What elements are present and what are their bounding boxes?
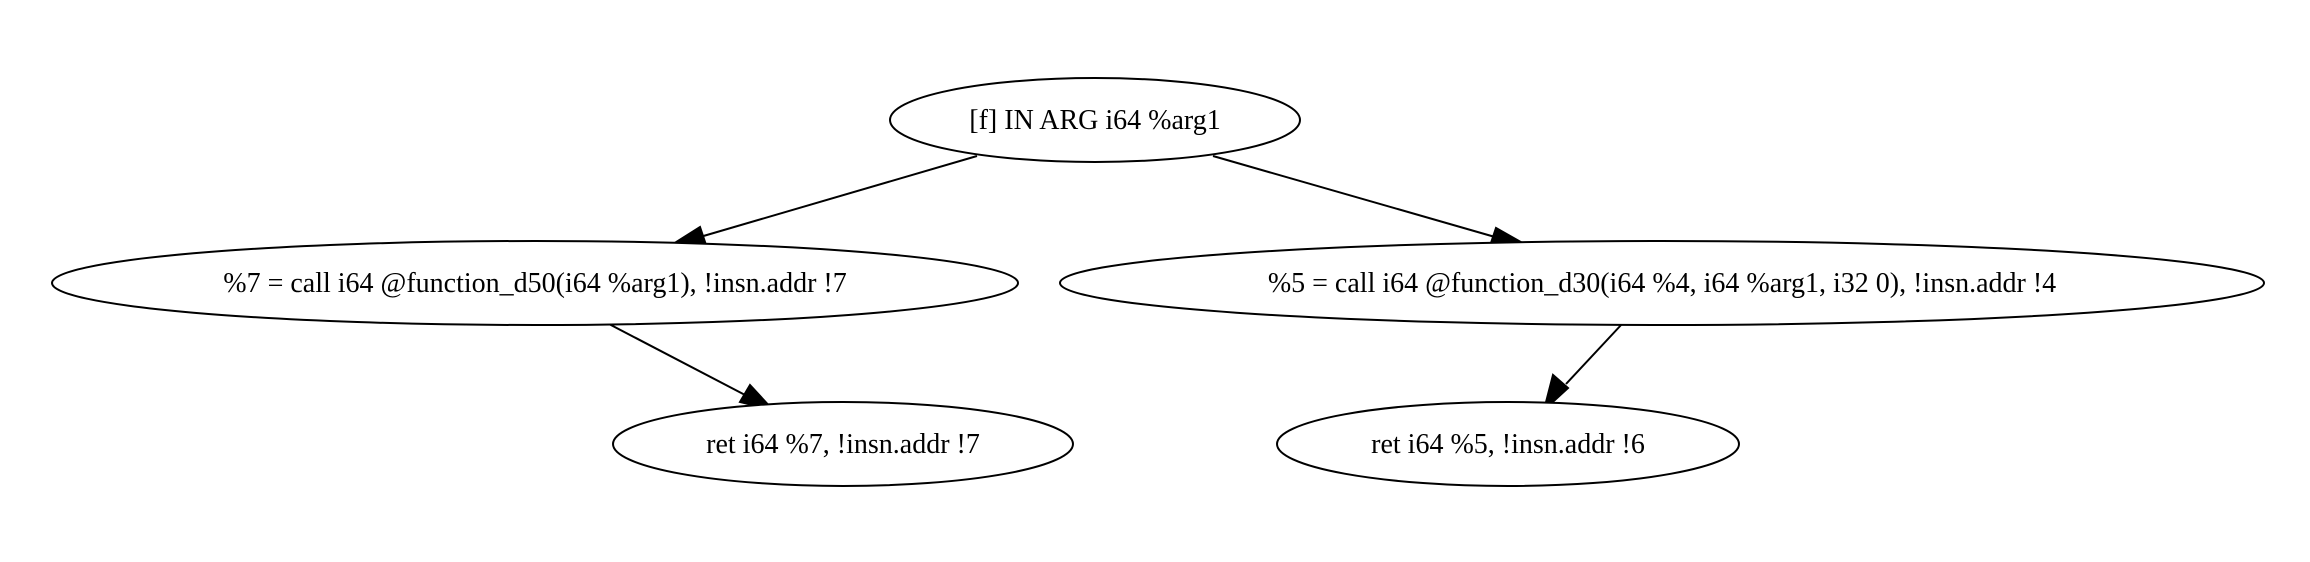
- node-label: [f] IN ARG i64 %arg1: [969, 105, 1220, 136]
- graph-node-ret-7[interactable]: ret i64 %7, !insn.addr !7: [612, 401, 1074, 487]
- graph-node-call-d30[interactable]: %5 = call i64 @function_d30(i64 %4, i64 …: [1059, 240, 2265, 326]
- arrowhead-icon: [1542, 373, 1570, 414]
- node-label: ret i64 %5, !insn.addr !6: [1371, 429, 1645, 460]
- graph-node-arg[interactable]: [f] IN ARG i64 %arg1: [889, 77, 1301, 163]
- node-label: ret i64 %7, !insn.addr !7: [706, 429, 980, 460]
- edge-call-d30-to-ret-5: [1542, 323, 1623, 414]
- graph-node-ret-5[interactable]: ret i64 %5, !insn.addr !6: [1276, 401, 1740, 487]
- edge-call-d50-to-ret-7: [608, 323, 776, 412]
- edge-arg-to-call-d30: [1212, 155, 1530, 248]
- graph-node-call-d50[interactable]: %7 = call i64 @function_d50(i64 %arg1), …: [51, 240, 1019, 326]
- node-label: %5 = call i64 @function_d30(i64 %4, i64 …: [1268, 268, 2056, 299]
- edge-arg-to-call-d50: [666, 155, 978, 248]
- node-label: %7 = call i64 @function_d50(i64 %arg1), …: [223, 268, 846, 299]
